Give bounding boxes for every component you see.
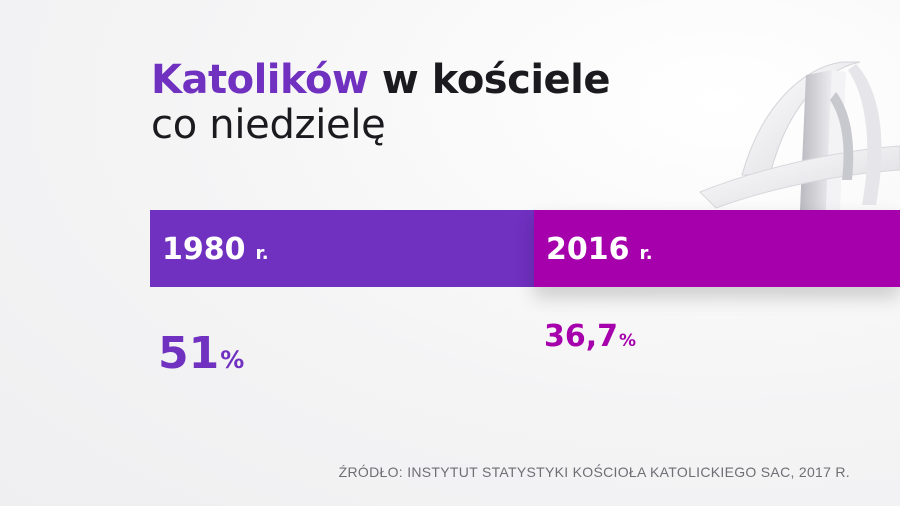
bar-label-2016: 2016 r.	[546, 232, 653, 267]
value-label-1980: 51%	[158, 328, 244, 379]
title-accent-word: Katolików	[151, 57, 369, 103]
source-note: ŹRÓDŁO: INSTYTUT STATYSTYKI KOŚCIOŁA KAT…	[338, 464, 850, 480]
title-rest: w kościele	[368, 57, 611, 103]
category-suffix-2016: r.	[639, 243, 653, 264]
value-label-2016: 36,7%	[544, 319, 636, 354]
chart-title: Katolików w kościele co niedzielę	[151, 58, 610, 148]
value-number-1980: 51	[158, 328, 220, 379]
value-number-2016: 36,7	[544, 319, 619, 354]
bar-1980: 1980 r.	[150, 210, 534, 287]
value-unit-1980: %	[220, 346, 245, 374]
category-label-1980: 1980	[162, 232, 246, 267]
value-unit-2016: %	[619, 331, 637, 351]
category-suffix-1980: r.	[255, 243, 269, 264]
title-line-2: co niedzielę	[151, 101, 386, 148]
category-label-2016: 2016	[546, 232, 630, 267]
title-line-1: Katolików w kościele	[151, 58, 610, 103]
bar-2016: 2016 r.	[534, 210, 900, 287]
bar-label-1980: 1980 r.	[162, 232, 269, 267]
